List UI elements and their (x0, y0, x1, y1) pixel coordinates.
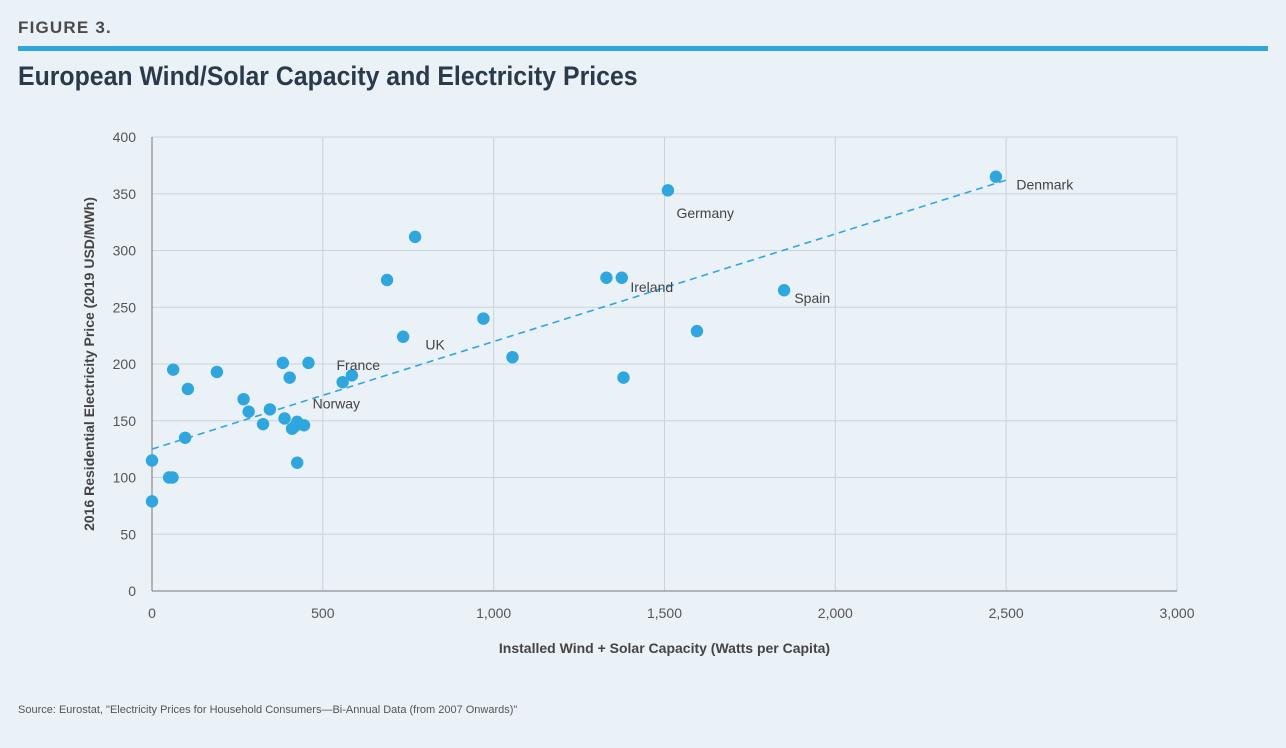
data-point (181, 382, 195, 396)
point-annotation: Germany (676, 205, 734, 221)
data-point (617, 371, 630, 384)
point-annotation: Spain (794, 290, 830, 306)
data-point (989, 170, 1003, 183)
data-point (661, 184, 675, 197)
axis-layer: 0 50 100 150 200 250 300 350 400 0 500 1,000 1,500 2,… (113, 129, 1195, 621)
data-point (690, 324, 704, 338)
data-point (506, 350, 519, 364)
scatter-chart: 0 50 100 150 200 250 300 350 400 0 500 1,000 1,500 2,… (81, 129, 1195, 656)
figure-label: FIGURE 3. (18, 18, 112, 37)
point-layer (145, 170, 1003, 508)
data-point (242, 405, 255, 418)
y-tick-label: 350 (113, 186, 137, 202)
data-point (345, 369, 359, 382)
chart-title: European Wind/Solar Capacity and Electri… (18, 61, 638, 91)
x-tick-label: 3,000 (1159, 605, 1194, 621)
x-tick-label: 2,000 (818, 605, 853, 621)
x-tick-label: 1,000 (476, 605, 511, 621)
y-tick-label: 150 (113, 413, 137, 429)
point-annotation: UK (425, 337, 445, 353)
data-point (278, 412, 291, 425)
data-point (600, 271, 613, 284)
header-rule (18, 46, 1268, 51)
y-tick-label: 0 (128, 583, 136, 599)
x-tick-label: 2,500 (989, 605, 1024, 621)
y-tick-label: 300 (113, 243, 137, 259)
data-point (477, 312, 490, 325)
point-annotation: Norway (313, 396, 360, 412)
data-point (237, 392, 250, 406)
data-point (145, 454, 159, 467)
y-axis-title: 2016 Residential Electricity Price (2019… (81, 197, 97, 531)
data-point (302, 356, 315, 370)
y-tick-label: 400 (113, 129, 137, 145)
point-annotation: Ireland (630, 279, 673, 295)
data-point (276, 356, 290, 370)
source-note: Source: Eurostat, "Electricity Prices fo… (18, 704, 518, 716)
x-tick-label: 500 (311, 605, 335, 621)
y-tick-label: 250 (113, 299, 137, 315)
data-point (283, 371, 296, 384)
y-tick-label: 200 (113, 356, 137, 372)
data-point (396, 330, 410, 343)
point-annotation: France (337, 357, 381, 373)
data-point (408, 230, 422, 244)
data-point (297, 419, 311, 432)
x-axis-title: Installed Wind + Solar Capacity (Watts p… (499, 640, 830, 656)
data-point (166, 471, 179, 484)
data-point (145, 495, 159, 508)
data-point (777, 284, 791, 297)
data-point (291, 456, 304, 469)
x-tick-label: 0 (148, 605, 156, 621)
data-point (178, 431, 192, 444)
x-tick-label: 1,500 (647, 605, 682, 621)
y-tick-label: 50 (120, 526, 136, 542)
y-tick-label: 100 (113, 470, 137, 486)
data-point (210, 365, 224, 379)
trend-layer (151, 179, 1007, 450)
point-annotation: Denmark (1016, 177, 1074, 193)
annotation-layer: Denmark Germany Ireland Spain UK France Norway (313, 177, 1075, 412)
data-point (256, 417, 270, 431)
data-point (615, 271, 628, 284)
data-point (380, 273, 394, 287)
data-point (263, 403, 277, 416)
trend-line (151, 179, 1007, 450)
data-point (336, 375, 349, 389)
data-point (166, 363, 180, 376)
